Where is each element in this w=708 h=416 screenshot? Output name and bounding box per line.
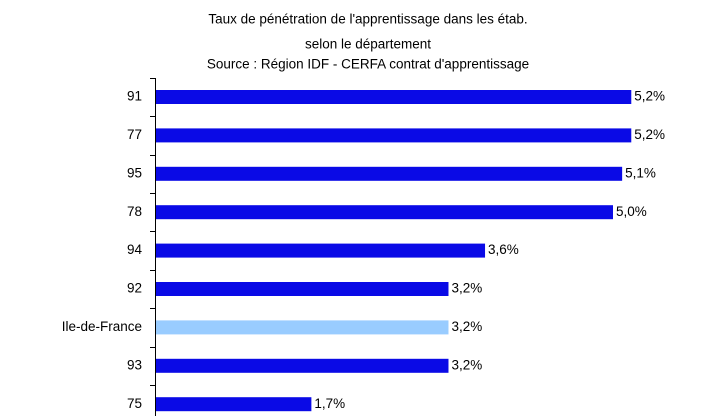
- category-label: 94: [127, 242, 143, 257]
- chart-subtitle: Source : Région IDF - CERFA contrat d'ap…: [207, 57, 529, 72]
- value-label: 5,1%: [625, 165, 656, 180]
- value-label: 5,2%: [634, 127, 665, 142]
- category-label: 78: [127, 204, 142, 219]
- value-label: 1,7%: [314, 396, 345, 411]
- value-label: 3,2%: [451, 319, 482, 334]
- bar: [156, 90, 632, 104]
- bar: [156, 205, 613, 220]
- chart-title: Taux de pénétration de l'apprentissage d…: [208, 12, 527, 27]
- value-label: 5,0%: [616, 204, 647, 219]
- category-label: 92: [127, 281, 142, 296]
- value-label: 3,6%: [488, 242, 519, 257]
- category-label: Ile-de-France: [62, 319, 142, 334]
- bar: [156, 320, 449, 335]
- value-label: 5,2%: [634, 89, 665, 104]
- chart-title: selon le département: [305, 37, 431, 52]
- category-label: 91: [127, 89, 142, 104]
- value-label: 3,2%: [451, 281, 482, 296]
- bar: [156, 358, 449, 373]
- category-label: 77: [127, 127, 142, 142]
- bar: [156, 282, 449, 296]
- category-label: 95: [127, 165, 142, 180]
- value-label: 3,2%: [451, 357, 482, 372]
- bar: [156, 397, 312, 412]
- category-label: 93: [127, 357, 142, 372]
- bar: [156, 128, 632, 143]
- bar: [156, 166, 623, 181]
- category-label: 75: [127, 396, 142, 411]
- bar: [156, 243, 486, 258]
